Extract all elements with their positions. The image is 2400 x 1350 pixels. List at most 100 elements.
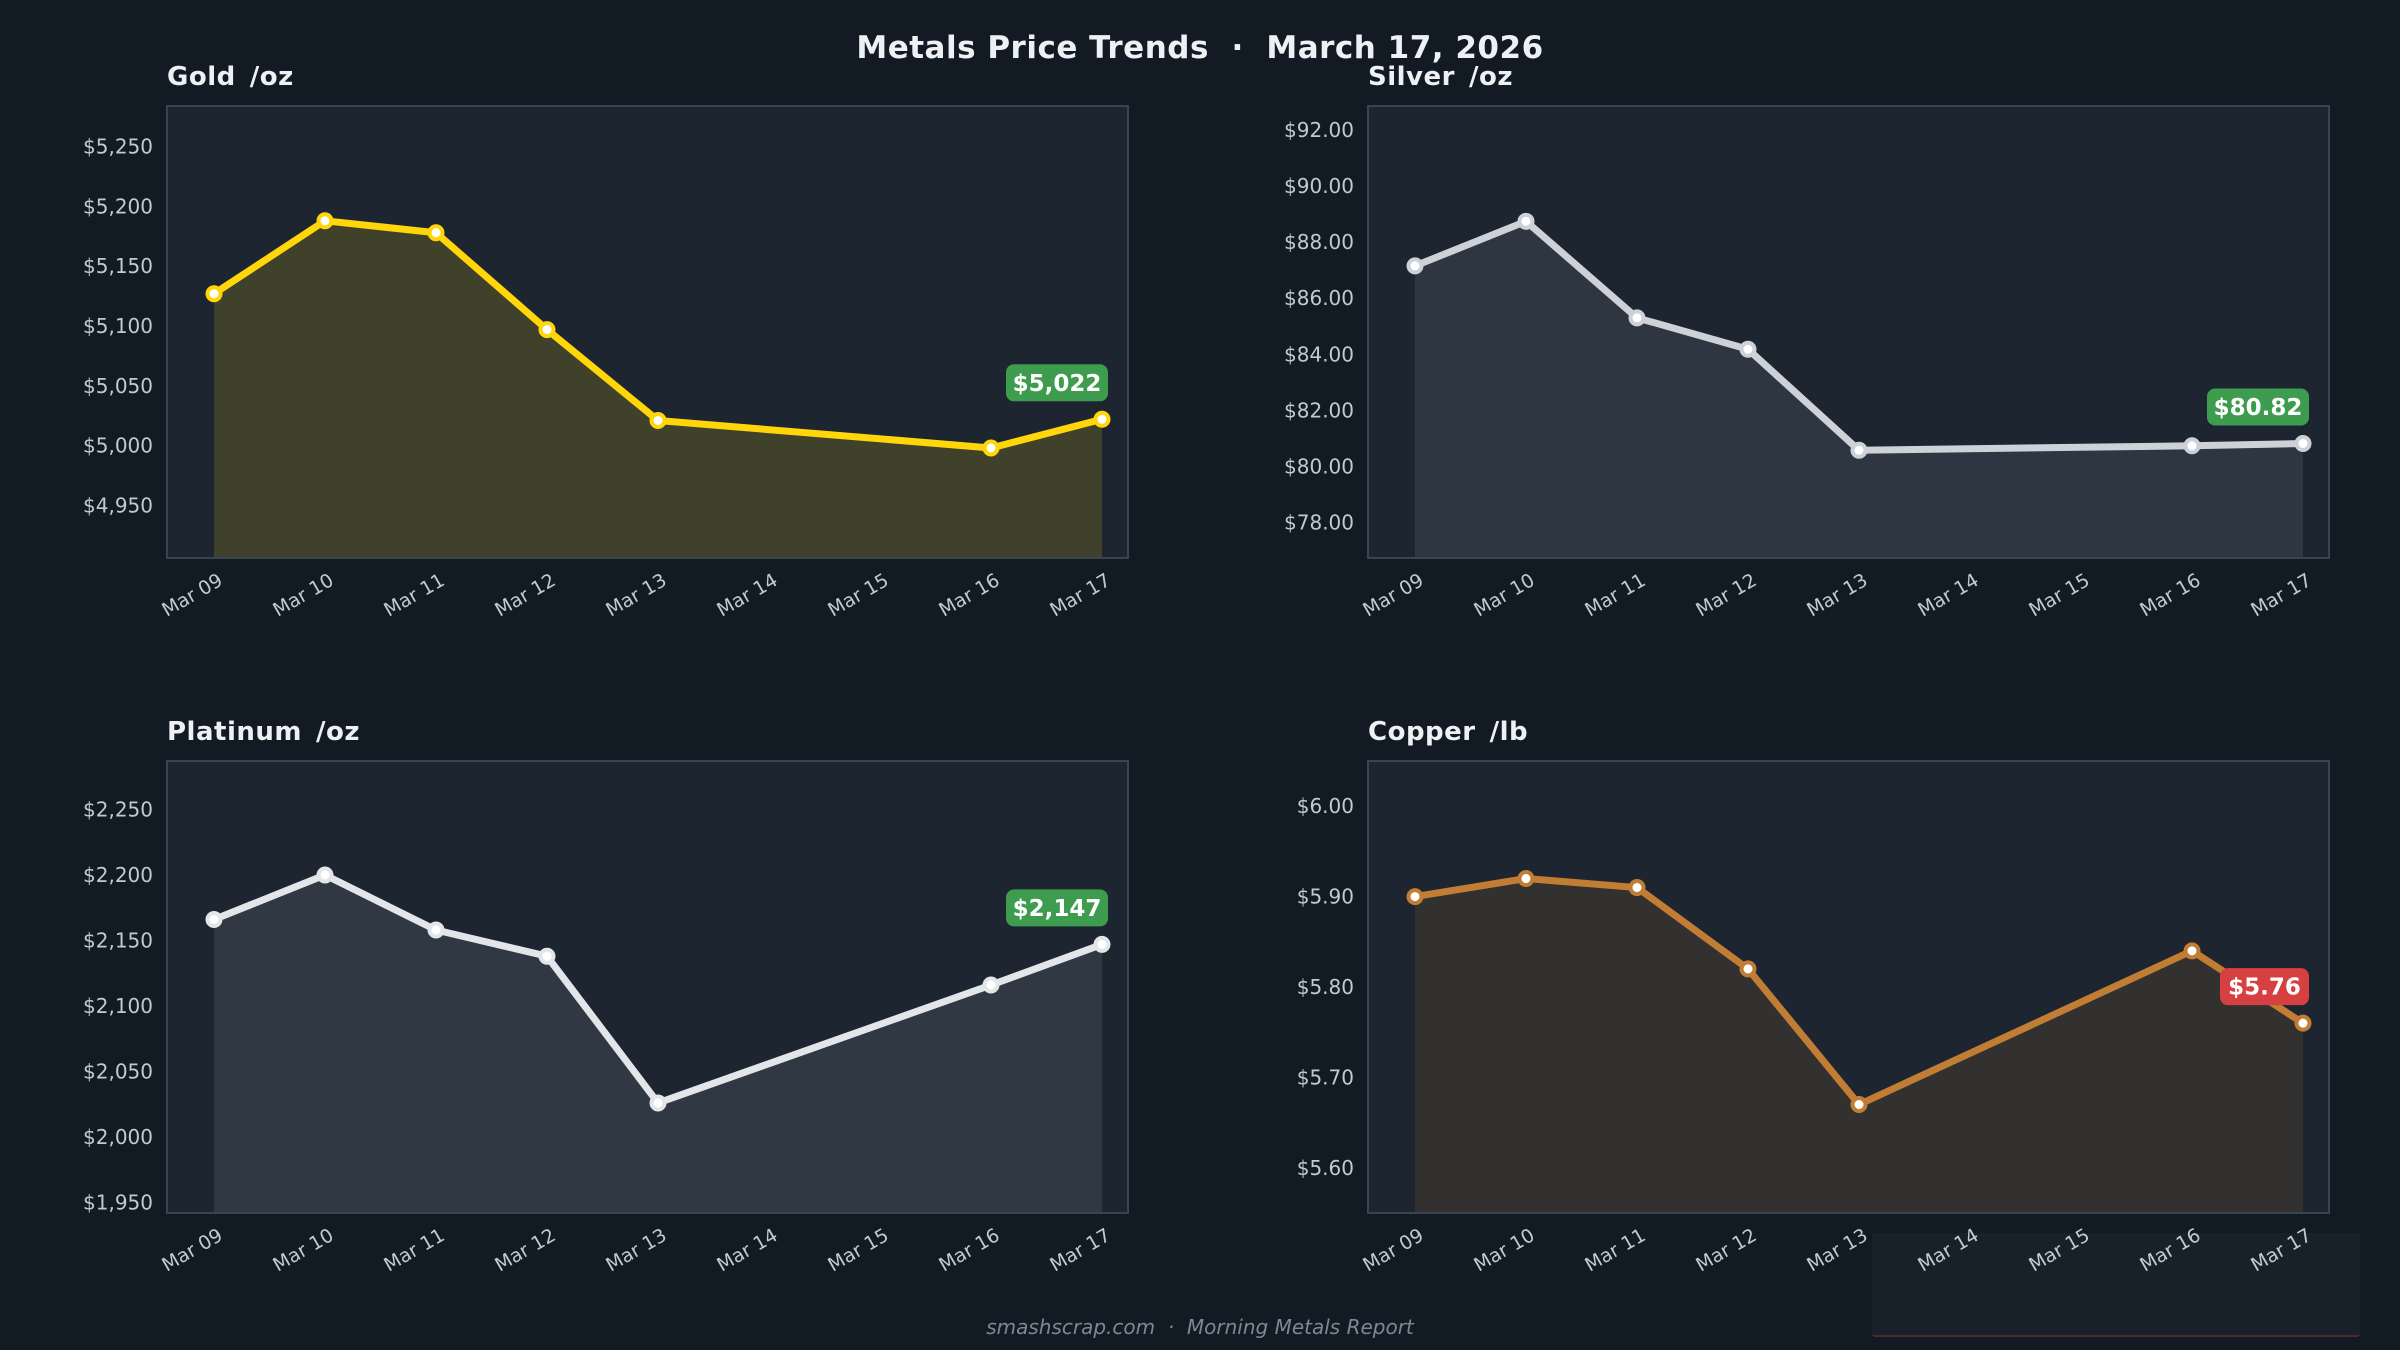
plot-area (167, 761, 1128, 1213)
data-point (316, 212, 334, 230)
data-point (427, 921, 445, 939)
chart-title-copper-unit: /lb (1489, 717, 1529, 747)
data-point (1628, 309, 1646, 327)
chart-title-copper: Copper/lb (1368, 717, 1528, 747)
data-point (1517, 870, 1535, 888)
chart-title-gold: Gold/oz (167, 62, 294, 92)
data-point (2183, 942, 2201, 960)
page-title: Metals Price Trends · March 17, 2026 (856, 30, 1544, 66)
x-tick-label: Mar 17 (1046, 1224, 1114, 1276)
x-tick-label: Mar 09 (1359, 569, 1427, 621)
x-tick-label: Mar 10 (269, 1224, 337, 1276)
y-tick-label: $90.00 (1284, 174, 1354, 198)
y-tick-label: $2,250 (83, 797, 153, 821)
last-price-badge: $5,022 (1006, 364, 1108, 402)
data-point (205, 285, 223, 303)
chart-platinum: $2,250 $2,200 $2,150 $2,100 $2,050 $2,000 $1,9… (83, 760, 1129, 1276)
y-tick-label: $5,150 (83, 254, 153, 278)
y-tick-label: $2,000 (83, 1125, 153, 1149)
y-tick-label: $2,150 (83, 928, 153, 952)
y-tick-label: $92.00 (1284, 118, 1354, 142)
y-tick-label: $2,200 (83, 863, 153, 887)
y-tick-label: $5,200 (83, 194, 153, 218)
chart-title-gold-unit: /oz (249, 62, 294, 92)
data-point (205, 911, 223, 929)
x-tick-label: Mar 11 (380, 569, 448, 621)
data-point (1517, 212, 1535, 230)
x-tick-label: Mar 09 (1359, 1224, 1427, 1276)
data-point (1739, 340, 1757, 358)
y-tick-label: $5.80 (1297, 975, 1354, 999)
badge-background (1006, 889, 1108, 927)
x-tick-label: Mar 16 (935, 1224, 1003, 1276)
area-fill (214, 874, 1102, 1213)
plot-area (1368, 761, 2329, 1213)
data-point (1628, 879, 1646, 897)
data-point (1739, 960, 1757, 978)
badge-price-text: $80.82 (2214, 395, 2303, 421)
data-point (2183, 437, 2201, 455)
x-tick-label: Mar 09 (158, 569, 226, 621)
chart-title-platinum-unit: /oz (315, 717, 360, 747)
y-tick-label: $5,250 (83, 135, 153, 159)
x-tick-label: Mar 15 (824, 569, 892, 621)
y-tick-label: $5.60 (1297, 1156, 1354, 1180)
y-tick-label: $5.70 (1297, 1065, 1354, 1089)
data-point (1406, 257, 1424, 275)
data-point (2294, 1014, 2312, 1032)
x-tick-label: Mar 15 (2025, 569, 2093, 621)
y-tick-label: $80.00 (1284, 455, 1354, 479)
x-tick-label: Mar 14 (713, 569, 781, 621)
x-tick-label: Mar 10 (269, 569, 337, 621)
last-price-badge: $5.76 (2220, 968, 2309, 1006)
x-tick-label: Mar 13 (602, 569, 670, 621)
last-price-badge: $2,147 (1006, 889, 1108, 927)
x-tick-label: Mar 16 (935, 569, 1003, 621)
chart-title-platinum: Platinum/oz (167, 717, 360, 747)
x-tick-label: Mar 14 (713, 1224, 781, 1276)
y-tick-label: $2,050 (83, 1060, 153, 1084)
badge-background (1006, 364, 1108, 402)
x-tick-label: Mar 17 (1046, 569, 1114, 621)
y-tick-label: $5.90 (1297, 885, 1354, 909)
chart-title-silver-label: Silver (1368, 62, 1455, 92)
x-tick-label: Mar 09 (158, 1224, 226, 1276)
y-tick-label: $5,050 (83, 374, 153, 398)
x-tick-label: Mar 17 (2247, 569, 2315, 621)
data-point (1406, 888, 1424, 906)
footer-text: smashscrap.com · Morning Metals Report (986, 1315, 1414, 1339)
chart-title-copper-label: Copper (1368, 717, 1476, 747)
area-fill (1415, 878, 2303, 1213)
area-fill (1415, 221, 2303, 559)
x-tick-label: Mar 12 (1692, 569, 1760, 621)
data-point (649, 411, 667, 429)
plot-border (166, 105, 1129, 559)
badge-price-text: $5.76 (2228, 975, 2301, 1001)
x-tick-label: Mar 10 (1470, 1224, 1538, 1276)
plot-area (167, 106, 1128, 558)
y-tick-label: $88.00 (1284, 230, 1354, 254)
watermark-panel (1872, 1233, 2360, 1337)
x-tick-label: Mar 11 (1581, 1224, 1649, 1276)
x-tick-label: Mar 13 (1803, 1224, 1871, 1276)
y-tick-label: $82.00 (1284, 398, 1354, 422)
y-tick-label: $86.00 (1284, 286, 1354, 310)
y-tick-label: $5,000 (83, 434, 153, 458)
chart-title-gold-label: Gold (167, 62, 236, 92)
data-point (2294, 435, 2312, 453)
chart-gold: $5,250 $5,200 $5,150 $5,100 $5,050 $5,000 $4,9… (83, 105, 1129, 621)
x-tick-label: Mar 12 (491, 569, 559, 621)
badge-background (2207, 388, 2309, 426)
x-tick-label: Mar 10 (1470, 569, 1538, 621)
x-tick-label: Mar 15 (824, 1224, 892, 1276)
plot-border (1367, 760, 2330, 1214)
y-tick-label: $1,950 (83, 1191, 153, 1215)
y-tick-label: $78.00 (1284, 511, 1354, 535)
badge-price-text: $5,022 (1013, 371, 1102, 397)
plot-border (1367, 105, 2330, 559)
data-point (982, 976, 1000, 994)
chart-title-silver: Silver/oz (1368, 62, 1513, 92)
data-point (649, 1094, 667, 1112)
chart-silver: $92.00 $90.00 $88.00 $86.00 $84.00 $82.00 $80.… (1284, 105, 2330, 621)
chart-title-silver-unit: /oz (1468, 62, 1513, 92)
